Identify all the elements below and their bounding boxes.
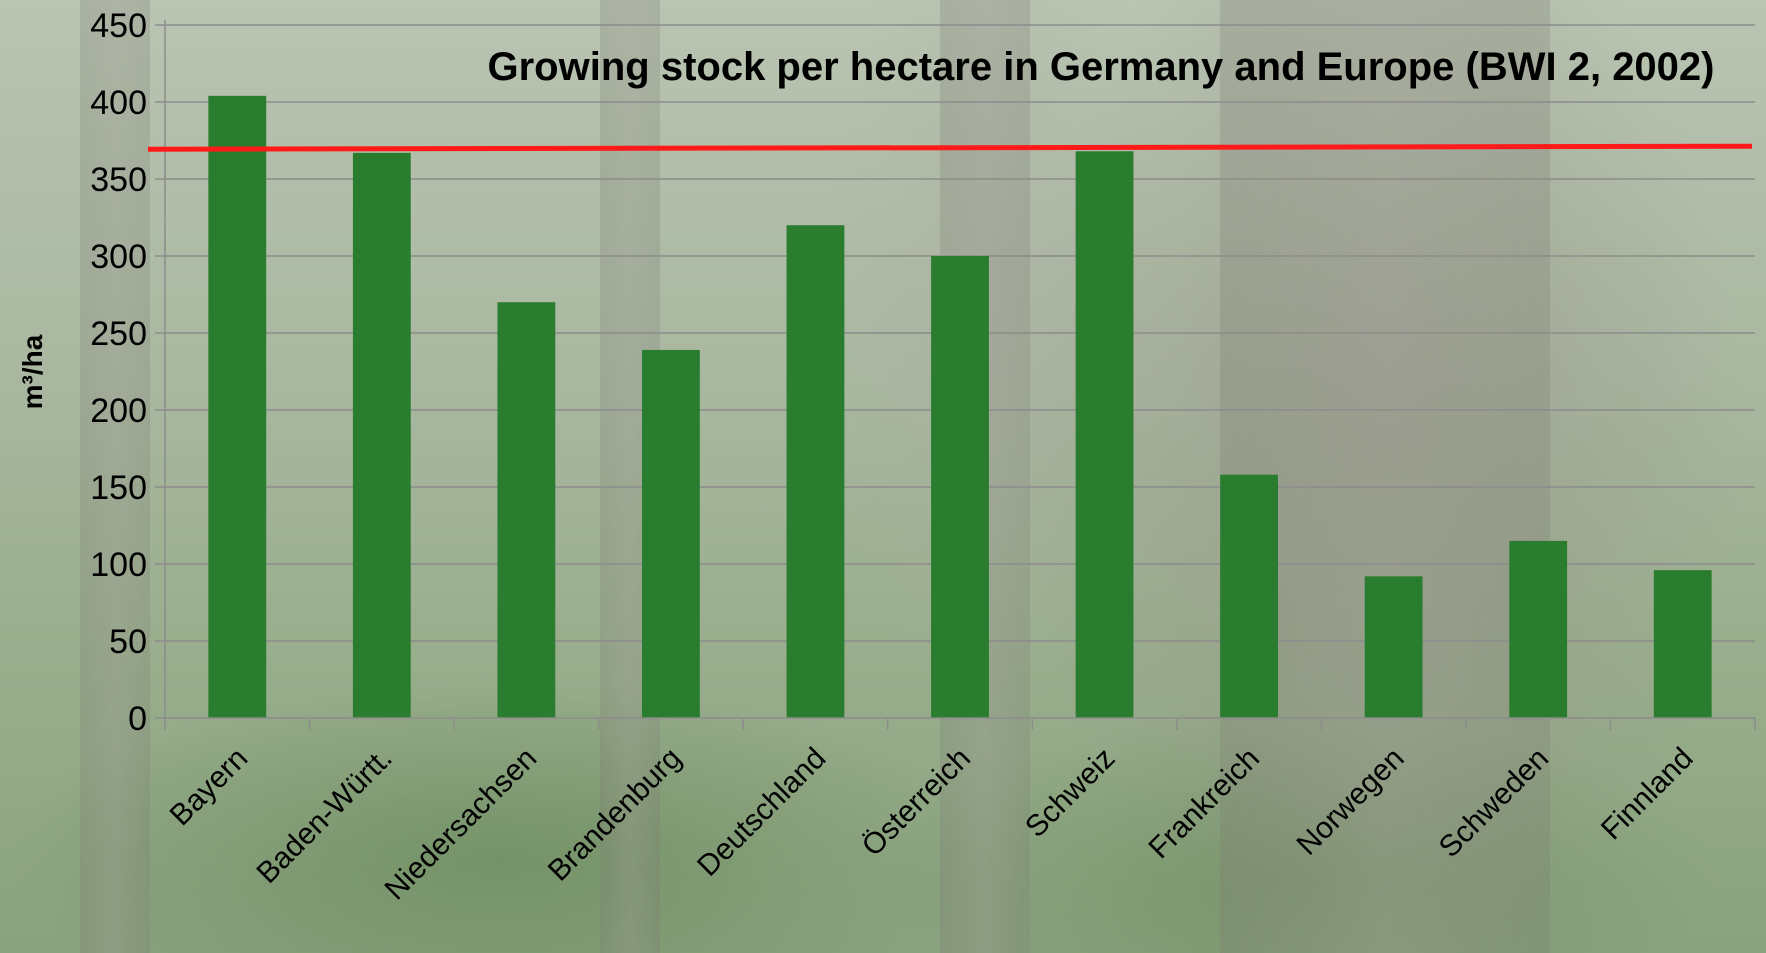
y-tick-label: 350: [90, 161, 147, 199]
x-tick-label: Frankreich: [1142, 742, 1266, 866]
x-tick-label: Österreich: [856, 742, 977, 863]
y-tick-label: 50: [109, 623, 147, 661]
bar-finnland: [1653, 570, 1712, 718]
bar--sterreich: [931, 256, 989, 718]
x-tick-label: Deutschland: [691, 742, 832, 883]
y-tick-label: 100: [90, 546, 147, 584]
bar-schweiz: [1075, 151, 1134, 718]
y-tick-label: 200: [90, 392, 147, 430]
x-tick-label: Schweden: [1433, 742, 1555, 864]
bar-norwegen: [1364, 576, 1423, 718]
y-axis-label: m³/ha: [17, 334, 48, 409]
x-tick-label: Bayern: [164, 742, 255, 833]
bar-bayern: [208, 95, 267, 719]
y-tick-label: 0: [128, 700, 147, 738]
x-tick-label: Norwegen: [1291, 742, 1411, 862]
y-tick-label: 250: [90, 315, 147, 353]
x-tick-label: Baden-Württ.: [250, 742, 398, 890]
reference-line: [147, 143, 1753, 152]
reference-line-group: [147, 143, 1753, 152]
bar-schweden: [1509, 540, 1568, 718]
bar-frankreich: [1220, 474, 1278, 718]
bars: [208, 95, 1712, 719]
x-tick-label: Finnland: [1595, 742, 1700, 847]
x-tick-label: Niedersachsen: [378, 742, 543, 907]
bar-brandenburg: [642, 349, 700, 718]
x-tick-labels: BayernBaden-Württ.NiedersachsenBrandenbu…: [164, 742, 1700, 907]
chart-title: Growing stock per hectare in Germany and…: [488, 45, 1715, 89]
bar-baden-w-rtt-: [352, 152, 411, 718]
y-tick-label: 400: [90, 84, 147, 122]
bar-deutschland: [786, 225, 845, 718]
axes: [164, 20, 1756, 730]
background-tree-trunk: [80, 0, 150, 953]
y-tick-label: 150: [90, 469, 147, 507]
bar-niedersachsen: [497, 302, 556, 718]
y-tick-label: 450: [90, 7, 147, 45]
y-tick-label: 300: [90, 238, 147, 276]
x-tick-label: Schweiz: [1019, 742, 1121, 844]
x-tick-label: Brandenburg: [542, 742, 688, 888]
y-tick-labels: 0 50 100 150 200 250 300 350 400 450: [90, 7, 165, 738]
